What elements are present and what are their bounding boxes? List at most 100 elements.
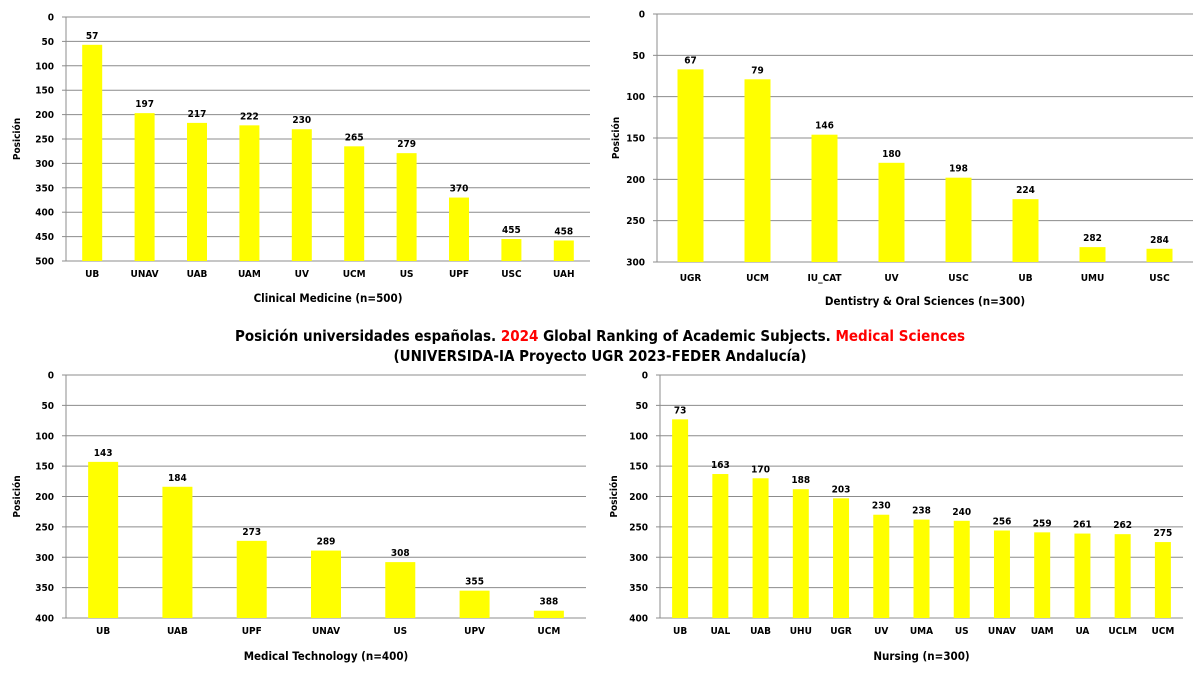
- data-label: 230: [292, 115, 311, 126]
- category-label: UV: [874, 626, 888, 637]
- category-label: UNAV: [988, 626, 1016, 637]
- bar: [88, 461, 119, 618]
- category-label: UNAV: [312, 626, 340, 637]
- bar: [1034, 532, 1051, 618]
- bar: [396, 153, 417, 261]
- y-tick-labels: 0 50 100 150 200 250 300: [626, 10, 645, 269]
- bar: [449, 197, 469, 261]
- data-label: 184: [168, 473, 187, 484]
- data-labels: 73 163 170 188 203 230 238 240 256 259 261 262 275: [674, 405, 1172, 539]
- data-label: 262: [1113, 520, 1132, 531]
- bar: [553, 240, 574, 261]
- y-tick-label: 50: [41, 401, 54, 412]
- y-tick-label: 0: [639, 10, 645, 21]
- data-label: 355: [465, 577, 484, 588]
- category-labels: UGR UCM IU_CAT UV USC UB UMU USC: [680, 273, 1170, 284]
- bar: [311, 550, 341, 618]
- bar: [134, 113, 155, 261]
- data-label: 256: [993, 517, 1012, 528]
- y-tick-label: 50: [41, 37, 54, 48]
- data-label: 224: [1016, 185, 1035, 196]
- category-label: UHU: [790, 626, 812, 637]
- bar: [162, 486, 193, 618]
- y-tick-label: 250: [35, 522, 54, 533]
- y-tick-label: 200: [629, 492, 648, 503]
- data-label: 170: [751, 464, 770, 475]
- x-axis-label: Dentistry & Oral Sciences (n=300): [825, 294, 1025, 308]
- bar: [712, 474, 729, 618]
- category-label: UAL: [710, 626, 730, 637]
- category-label: UAB: [167, 626, 188, 637]
- chart-dentistry-oral-sciences: 0 50 100 150 200 250 300 67 79 146 180 198 224 282 284…: [610, 10, 1193, 308]
- bar: [459, 590, 490, 618]
- data-label: 67: [684, 55, 697, 66]
- bar: [913, 519, 930, 618]
- bars: [677, 69, 1173, 263]
- y-tick-labels: 0 50 100 150 200 250 300 350 400 450 500: [35, 13, 54, 268]
- y-tick-label: 450: [35, 232, 54, 243]
- y-tick-label: 50: [635, 401, 648, 412]
- category-label: UV: [884, 273, 898, 284]
- data-label: 261: [1073, 520, 1092, 531]
- title-field: Medical Sciences: [835, 327, 966, 345]
- y-tick-label: 400: [35, 208, 54, 219]
- y-tick-label: 350: [629, 583, 648, 594]
- data-label: 273: [242, 527, 261, 538]
- bar: [873, 514, 890, 618]
- category-label: UCM: [537, 626, 560, 637]
- y-tick-label: 400: [629, 614, 648, 625]
- category-label: UMU: [1081, 273, 1105, 284]
- bar: [1012, 199, 1039, 262]
- y-tick-label: 350: [35, 183, 54, 194]
- bar: [187, 122, 207, 262]
- y-tick-label: 300: [629, 553, 648, 564]
- gridlines: [657, 13, 1193, 263]
- data-label: 180: [882, 149, 901, 160]
- y-tick-label: 250: [626, 216, 645, 227]
- y-tick-label: 500: [35, 257, 54, 268]
- gridlines: [66, 374, 586, 619]
- y-tick-label: 150: [629, 462, 648, 473]
- y-tick-label: 150: [35, 462, 54, 473]
- data-label: 73: [674, 405, 687, 416]
- data-label: 143: [94, 448, 113, 459]
- x-axis-label: Nursing (n=300): [873, 649, 969, 663]
- data-label: 308: [391, 548, 410, 559]
- data-labels: 143 184 273 289 308 355 388: [94, 448, 558, 608]
- bar: [1146, 248, 1173, 262]
- category-label: UB: [96, 626, 110, 637]
- data-label: 57: [86, 31, 99, 42]
- y-tick-label: 300: [35, 553, 54, 564]
- y-tick-label: 0: [48, 371, 54, 382]
- y-tick-label: 200: [626, 175, 645, 186]
- data-label: 197: [135, 99, 154, 110]
- bar: [993, 530, 1010, 618]
- category-label: US: [393, 626, 407, 637]
- data-label: 279: [397, 139, 416, 150]
- data-label: 370: [450, 184, 469, 195]
- bar: [533, 610, 564, 618]
- bar: [1079, 247, 1106, 262]
- category-label: UB: [1018, 273, 1032, 284]
- y-tick-label: 300: [35, 159, 54, 170]
- bar: [833, 498, 850, 618]
- y-axis-label: Posición: [11, 475, 23, 517]
- x-axis-label: Medical Technology (n=400): [244, 649, 409, 663]
- y-tick-labels: 0 50 100 150 200 250 300 350 400: [35, 371, 54, 625]
- data-labels: 67 79 146 180 198 224 282 284: [684, 55, 1169, 245]
- bars: [88, 461, 564, 618]
- data-label: 284: [1150, 235, 1169, 246]
- category-label: UMA: [910, 626, 933, 637]
- bar: [945, 177, 972, 262]
- y-tick-label: 50: [632, 51, 645, 62]
- category-label: US: [955, 626, 969, 637]
- category-label: UPF: [242, 626, 262, 637]
- y-axis-label: Posición: [608, 475, 620, 517]
- bar: [239, 125, 260, 261]
- chart-nursing: 0 50 100 150 200 250 300 350 400 73 163 170 188 203 23…: [608, 371, 1183, 663]
- y-tick-label: 200: [35, 110, 54, 121]
- category-label: UB: [673, 626, 687, 637]
- title-line-1: Posición universidades españolas. 2024 G…: [0, 326, 1200, 346]
- data-label: 259: [1033, 518, 1052, 529]
- category-label: USC: [501, 269, 522, 280]
